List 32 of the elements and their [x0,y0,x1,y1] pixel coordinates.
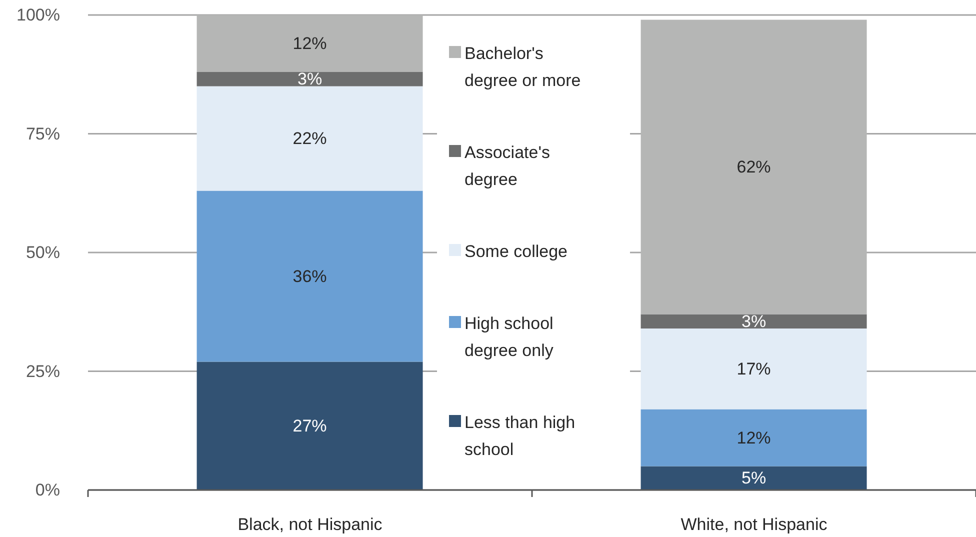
data-label: 22% [292,129,327,148]
data-label: 27% [292,416,327,436]
data-label: 3% [741,312,766,331]
x-tick-label: White, not Hispanic [680,515,828,534]
bar [640,409,867,466]
bar [196,72,423,86]
data-label: 17% [736,359,771,378]
data-label: 62% [736,158,771,176]
bar [640,20,867,314]
y-tick-label: 25% [26,362,60,381]
data-label: 3% [297,70,322,89]
y-tick-label: 75% [26,124,60,144]
y-tick-label: 100% [16,6,60,24]
data-label: 5% [741,468,766,488]
bar [640,314,867,328]
bar [196,15,423,72]
legend-label: Less than high school [464,412,576,462]
bar [196,190,423,362]
y-tick-label: 0% [35,480,60,500]
x-tick-label: Black, not Hispanic [238,515,383,534]
legend-label: Bachelor's degree or more [464,42,582,92]
data-label: 12% [292,34,327,53]
bar [196,362,423,490]
legend-label: Associate's degree [464,142,551,191]
data-label: 36% [292,266,327,286]
bar [640,466,867,490]
bar [196,86,423,191]
legend-label: High school degree only [464,313,554,362]
legend-label: Some college [464,240,569,263]
data-label: 12% [736,428,771,448]
bar [640,328,867,410]
y-tick-label: 50% [26,243,60,262]
